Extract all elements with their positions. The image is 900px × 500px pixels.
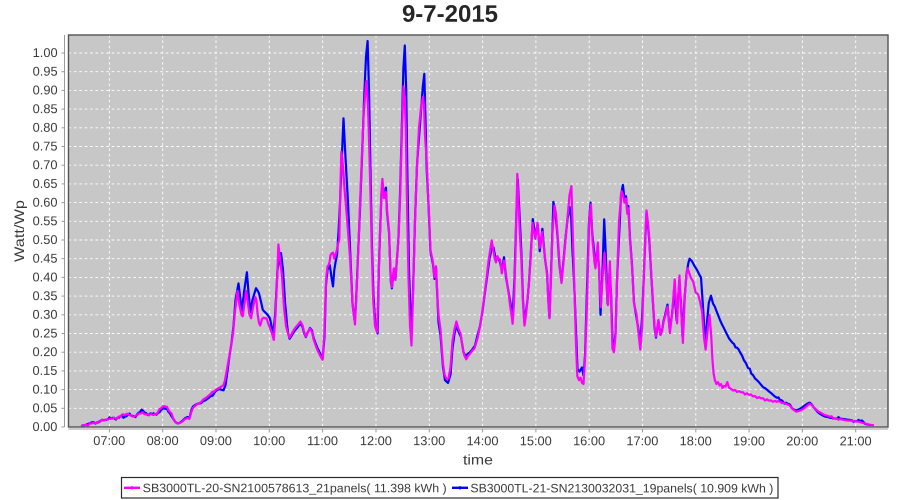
svg-text:0.50: 0.50 [33, 232, 58, 247]
svg-text:21:00: 21:00 [840, 433, 872, 448]
svg-text:Watt/Wp: Watt/Wp [11, 200, 27, 262]
svg-text:0.30: 0.30 [33, 307, 58, 322]
svg-text:19:00: 19:00 [733, 433, 765, 448]
svg-text:0.75: 0.75 [33, 138, 58, 153]
svg-text:12:00: 12:00 [360, 433, 392, 448]
svg-text:16:00: 16:00 [573, 433, 605, 448]
svg-text:SB3000TL-21-SN2130032031_19pan: SB3000TL-21-SN2130032031_19panels( 10.90… [470, 481, 773, 495]
svg-text:11:00: 11:00 [307, 433, 338, 448]
svg-text:09:00: 09:00 [200, 433, 232, 448]
svg-text:0.05: 0.05 [32, 400, 57, 415]
svg-text:17:00: 17:00 [626, 433, 658, 448]
svg-text:0.20: 0.20 [33, 344, 58, 359]
svg-text:0.25: 0.25 [33, 325, 58, 340]
svg-text:0.10: 0.10 [33, 382, 58, 397]
svg-text:0.60: 0.60 [33, 195, 58, 210]
svg-text:15:00: 15:00 [520, 433, 552, 448]
svg-text:0.55: 0.55 [33, 213, 58, 228]
svg-text:1.00: 1.00 [33, 45, 58, 60]
svg-text:10:00: 10:00 [253, 433, 285, 448]
svg-text:0.35: 0.35 [33, 288, 58, 303]
svg-text:0.15: 0.15 [33, 363, 58, 378]
svg-text:0.65: 0.65 [33, 176, 58, 191]
svg-text:0.40: 0.40 [33, 269, 58, 284]
svg-text:9-7-2015: 9-7-2015 [402, 1, 498, 28]
svg-text:0.70: 0.70 [33, 157, 58, 172]
svg-text:07:00: 07:00 [93, 433, 125, 448]
svg-text:0.80: 0.80 [33, 120, 58, 135]
svg-text:0.45: 0.45 [33, 251, 58, 266]
svg-text:SB3000TL-20-SN2100578613_21pan: SB3000TL-20-SN2100578613_21panels( 11.39… [143, 481, 447, 495]
svg-text:13:00: 13:00 [413, 433, 445, 448]
svg-text:0.85: 0.85 [33, 101, 58, 116]
svg-text:0.95: 0.95 [33, 64, 58, 79]
svg-text:20:00: 20:00 [786, 433, 818, 448]
svg-text:14:00: 14:00 [466, 433, 498, 448]
svg-text:0.90: 0.90 [33, 82, 58, 97]
svg-text:18:00: 18:00 [680, 433, 712, 448]
svg-text:time: time [463, 451, 493, 467]
svg-text:0.00: 0.00 [32, 419, 57, 434]
svg-text:08:00: 08:00 [147, 433, 179, 448]
